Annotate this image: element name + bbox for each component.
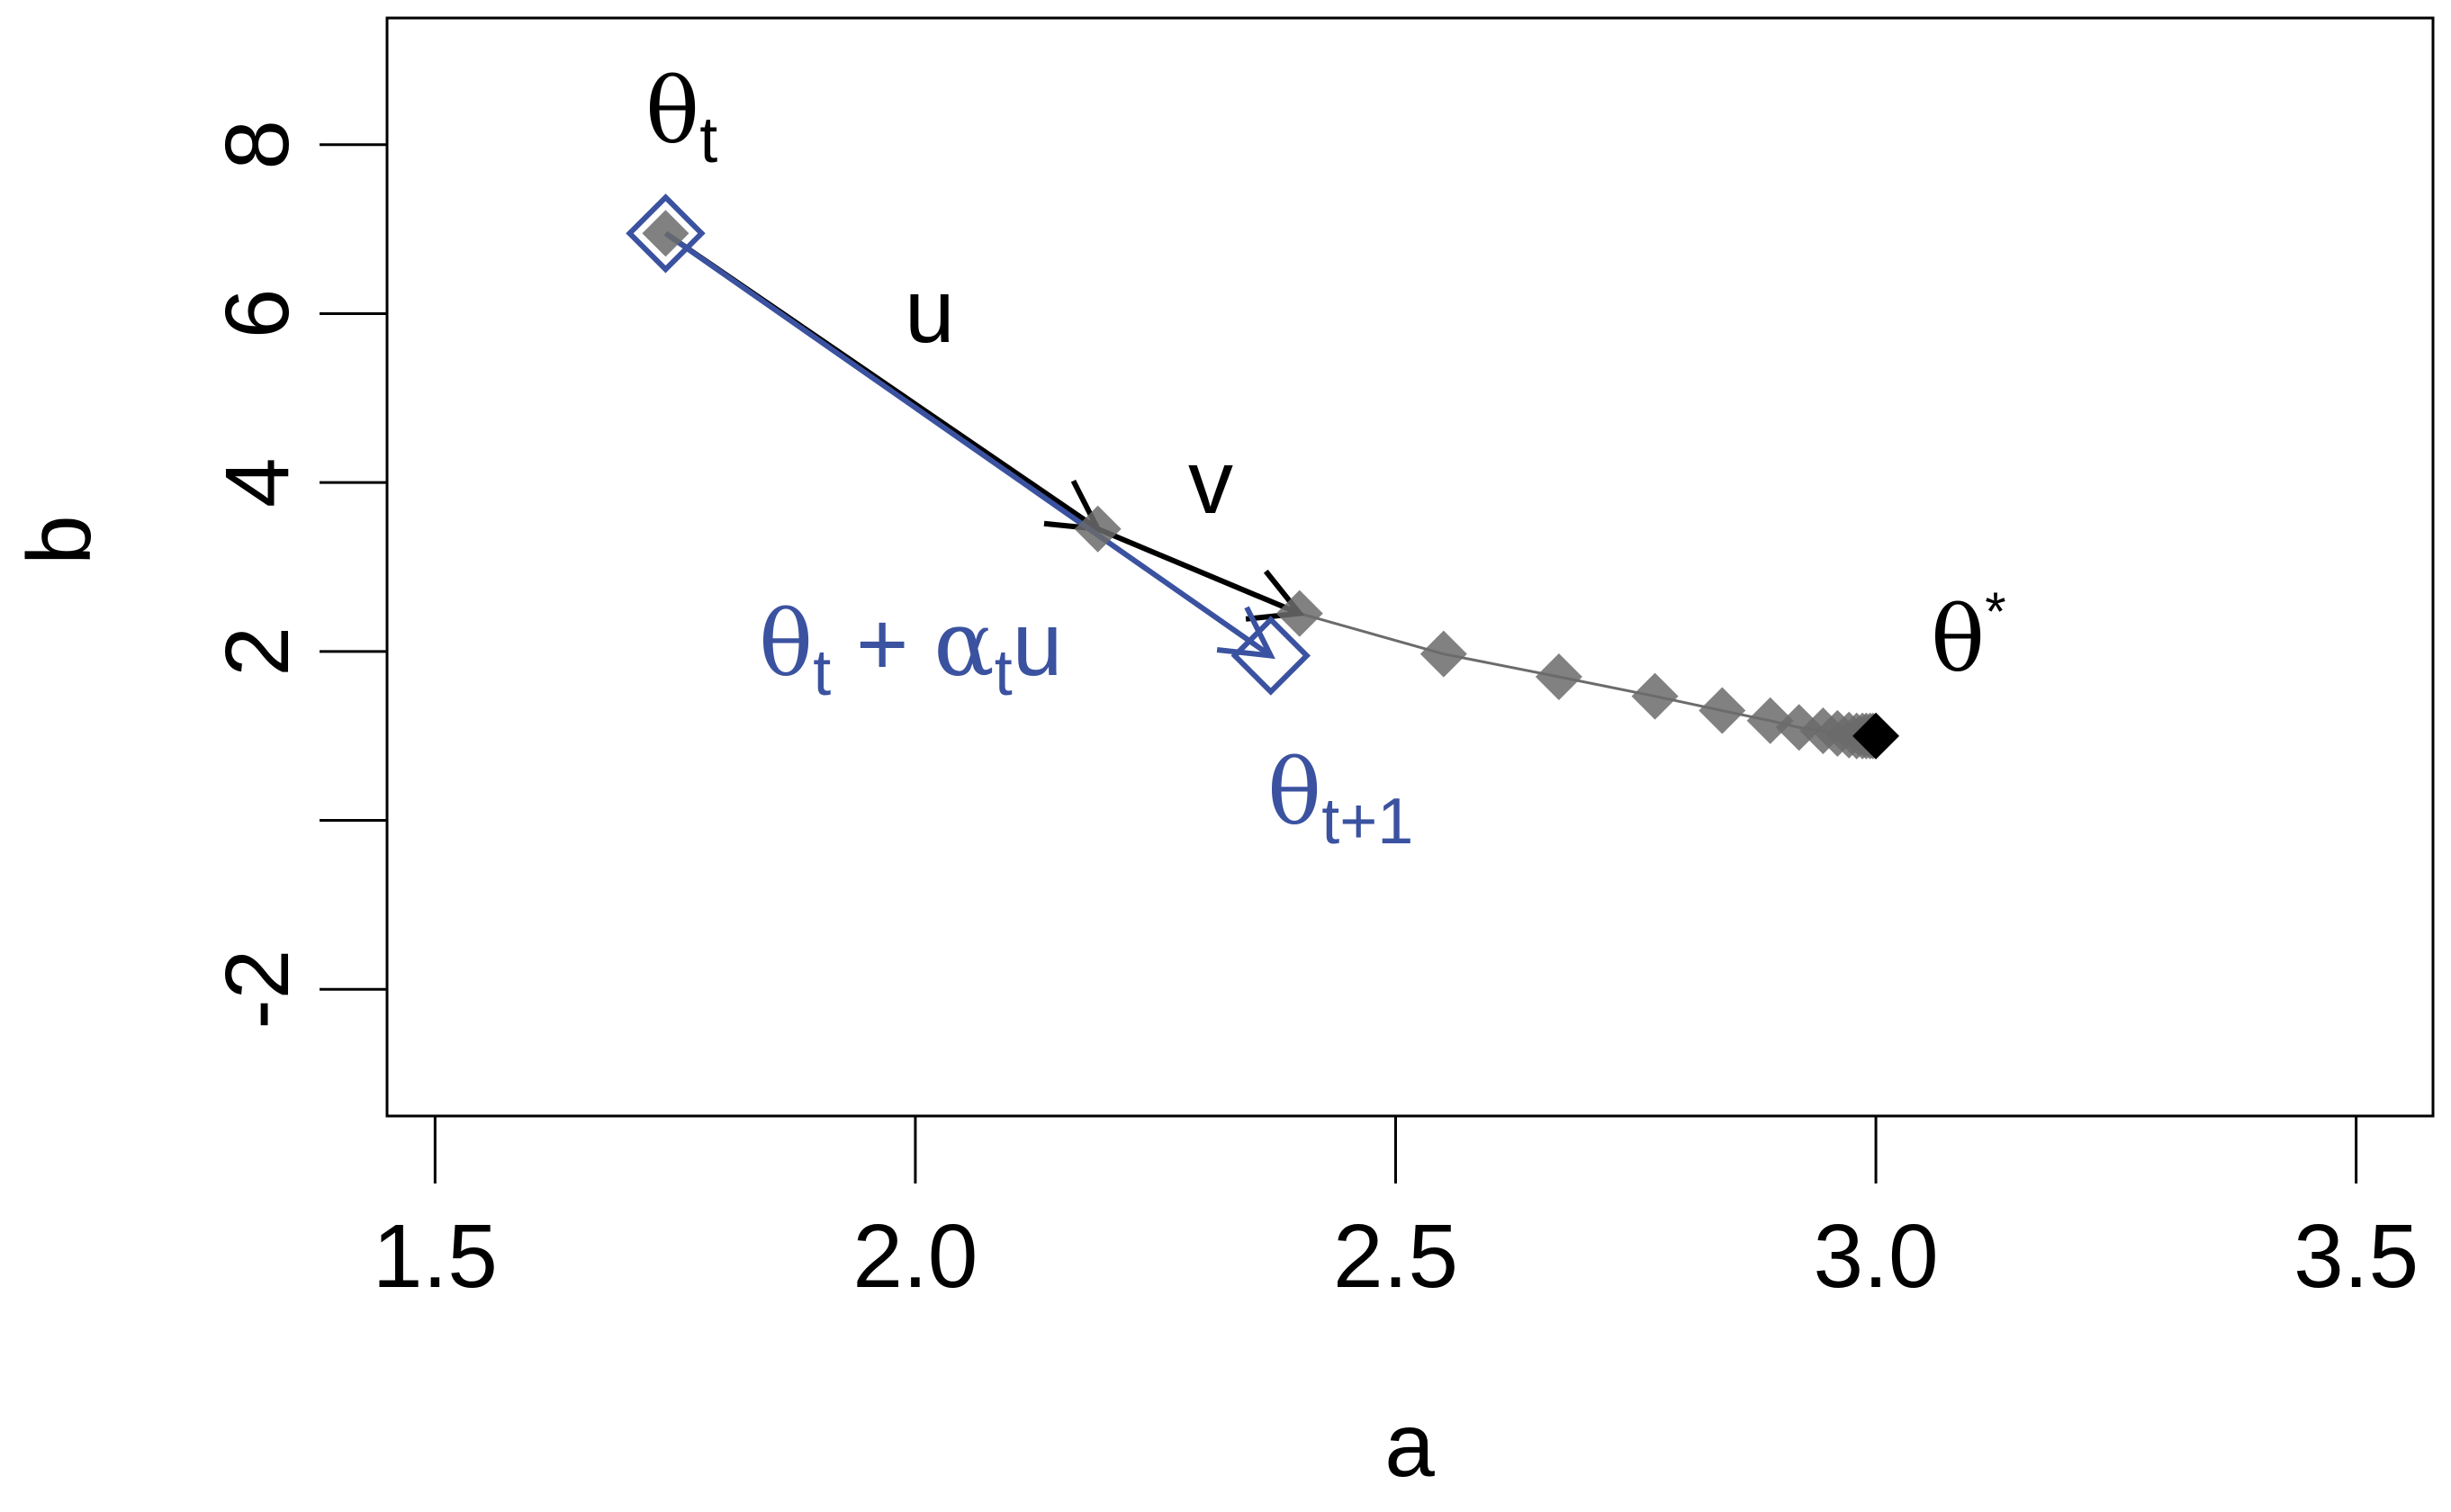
- step-label: θt + αtu: [759, 591, 1062, 709]
- x-tick-label: 2.0: [852, 1206, 978, 1307]
- theta-next-marker: [1230, 616, 1311, 696]
- step-label-part: θ: [759, 591, 813, 697]
- markers: [626, 194, 1900, 760]
- step-label-part: +: [831, 594, 933, 695]
- theta-star-label: θ*: [1931, 581, 2006, 692]
- theta-next-label-part: t+1: [1321, 786, 1413, 858]
- theta-t-marker: [626, 194, 706, 274]
- u-label-part: u: [905, 261, 955, 362]
- step-label-part: u: [1013, 594, 1063, 695]
- arrow-shaft: [663, 230, 1273, 658]
- trajectory-point: [1074, 505, 1122, 553]
- theta-t-label-part: θ: [645, 58, 699, 164]
- trajectory-point: [1631, 672, 1679, 720]
- x-axis: 1.5 2.0 2.5 3.0 3.5: [373, 1114, 2419, 1307]
- x-tick-label: 1.5: [373, 1206, 498, 1307]
- trajectory-point: [1275, 590, 1323, 637]
- v-label-part: v: [1188, 432, 1233, 533]
- v-label: v: [1188, 432, 1233, 533]
- plot-frame: [385, 16, 2435, 1118]
- y-tick-label: -2: [207, 950, 308, 1030]
- step-label-part: t: [995, 637, 1013, 709]
- trajectory-point: [1535, 653, 1582, 700]
- step-label-part: α: [933, 591, 995, 697]
- y-tick-label: 8: [207, 120, 308, 170]
- y-tick-label: 4: [207, 457, 308, 508]
- trajectory-point: [1699, 687, 1746, 734]
- x-axis-title: a: [1384, 1395, 1435, 1496]
- x-tick-label: 2.5: [1333, 1206, 1458, 1307]
- theta-next-label-part: θ: [1267, 740, 1321, 845]
- x-tick-label: 3.0: [1814, 1206, 1939, 1307]
- theta-star-label-part: *: [1985, 581, 2005, 642]
- optimum-point: [1852, 712, 1900, 760]
- arrow-shaft: [1096, 526, 1301, 616]
- y-tick-label: 6: [207, 289, 308, 339]
- theta-star-label-part: θ: [1931, 587, 1985, 692]
- y-tick-label: 2: [207, 626, 308, 677]
- theta-next-label: θt+1: [1267, 740, 1413, 858]
- trajectory-point: [642, 210, 689, 257]
- theta-t-label: θt: [645, 58, 717, 176]
- x-tick-label: 3.5: [2293, 1206, 2419, 1307]
- y-axis: -2 2 4 6 8: [207, 120, 389, 1030]
- theta-t-label-part: t: [699, 104, 717, 176]
- trajectory-point: [1419, 630, 1467, 678]
- u-label: u: [905, 261, 955, 362]
- y-axis-title: b: [9, 515, 110, 565]
- step-label-part: t: [813, 637, 831, 709]
